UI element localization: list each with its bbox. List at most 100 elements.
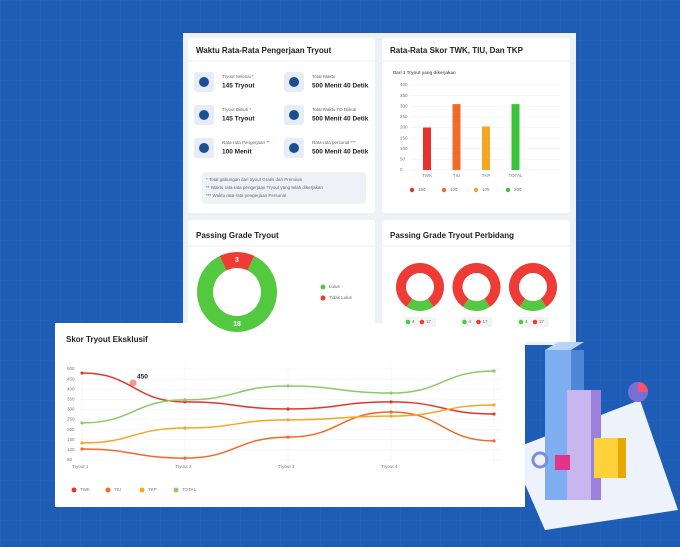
legend-dot (71, 487, 77, 493)
y-tick-label: 400 (400, 82, 408, 87)
point (492, 369, 496, 373)
card (382, 220, 570, 342)
count-label: 17 (483, 319, 489, 324)
legend-dot (476, 319, 481, 325)
bar (423, 127, 431, 170)
legend-dot (518, 319, 524, 325)
legend-label: 150 (418, 187, 426, 192)
subtitle: Dari 1 Tryout yang dikerjakan (393, 70, 456, 75)
y-tick-label: 300 (67, 407, 75, 412)
card (188, 38, 375, 213)
x-tick-label: TKP (482, 173, 491, 178)
x-tick-label: TOTAL (508, 173, 523, 178)
legend-dot (105, 487, 111, 493)
bar (511, 104, 520, 170)
point (286, 435, 290, 439)
point (389, 414, 393, 418)
card (188, 220, 375, 342)
note: ** Waktu rata-rata pengerjaan Tryout yan… (206, 185, 323, 190)
x-tick-label: TWK (422, 173, 432, 178)
bar (452, 104, 461, 170)
legend-dot (505, 187, 511, 193)
point (389, 410, 393, 414)
point (492, 412, 496, 416)
legend-dot (462, 319, 467, 325)
item-value: 145 Tryout (222, 116, 255, 123)
y-tick-label: 450 (67, 376, 75, 381)
legend-dot (532, 319, 538, 325)
card-title: Rata-Rata Skor TWK, TIU, Dan TKP (390, 46, 524, 55)
point (286, 407, 290, 411)
y-tick-label: 150 (67, 437, 75, 442)
legend-label: TIU (114, 487, 121, 492)
y-tick-label: 500 (67, 366, 75, 371)
count-label: 4 (525, 319, 528, 324)
donut-slice (462, 298, 491, 312)
item-label: Total Waktu (312, 74, 336, 79)
point (80, 447, 84, 451)
y-tick-label: 350 (67, 396, 75, 401)
item-icon (199, 143, 209, 153)
legend-dot (173, 487, 179, 493)
point (183, 398, 187, 402)
notes-box (202, 172, 366, 204)
y-tick-label: 200 (400, 125, 408, 130)
illustration (510, 342, 678, 530)
y-tick-label: 250 (67, 417, 75, 422)
point (183, 426, 187, 430)
slice-label: 18 (233, 321, 241, 328)
count-label: 4 (469, 319, 472, 324)
point (492, 403, 496, 407)
card-title: Skor Tryout Eksklusif (66, 335, 148, 344)
legend-dot (139, 487, 145, 493)
item-value: 145 Tryout (222, 83, 255, 90)
card-title: Passing Grade Tryout (196, 231, 279, 240)
y-tick-label: 200 (67, 427, 75, 432)
bar (482, 126, 490, 170)
y-tick-label: 100 (400, 146, 408, 151)
legend-label: 105 (482, 187, 490, 192)
item-icon (289, 77, 299, 87)
y-tick-label: 50 (400, 157, 406, 162)
point (80, 441, 84, 445)
item-value: 500 Menit 40 Detik (312, 83, 369, 90)
point (389, 400, 393, 404)
legend-label: TOTAL (182, 487, 197, 492)
donut-slice (509, 263, 558, 307)
note: *** Waktu rata-rata pengerjaan Personal (206, 193, 286, 198)
point (492, 439, 496, 443)
point (80, 421, 84, 425)
point (286, 384, 290, 388)
legend-label: TKP (148, 487, 157, 492)
y-tick-label: 0 (400, 167, 403, 172)
donut-slice (406, 298, 434, 312)
y-tick-label: 350 (400, 93, 408, 98)
legend-dot (473, 187, 479, 193)
item-value: 100 Menit (222, 149, 252, 156)
x-tick-label: Tryout 4 (381, 464, 398, 469)
item-icon (289, 110, 299, 120)
card-title: Passing Grade Tryout Perbidang (390, 231, 514, 240)
item-label: Tryout Diikuti * (222, 107, 251, 112)
annotation: 450 (137, 374, 148, 381)
donut-slice (219, 252, 255, 271)
donut-slice (519, 298, 547, 311)
y-tick-label: 150 (400, 135, 408, 140)
legend-dot (441, 187, 447, 193)
item-label: Tryout Selesai * (222, 74, 254, 79)
slice-label: 3 (235, 257, 239, 264)
card-title: Waktu Rata-Rata Pengerjaan Tryout (196, 46, 332, 55)
legend-label: 100 (450, 187, 458, 192)
donut-slice (396, 263, 444, 307)
legend-dot (405, 319, 411, 325)
y-tick-label: 400 (67, 386, 75, 391)
highlight (129, 379, 137, 387)
item-icon (289, 143, 299, 153)
legend-label: Lulus (329, 284, 341, 289)
item-value: 500 Menit 40 Detik (312, 149, 369, 156)
point (286, 418, 290, 422)
x-tick-label: Tryout 1 (72, 464, 89, 469)
card (382, 38, 570, 213)
y-tick-label: 300 (400, 103, 408, 108)
